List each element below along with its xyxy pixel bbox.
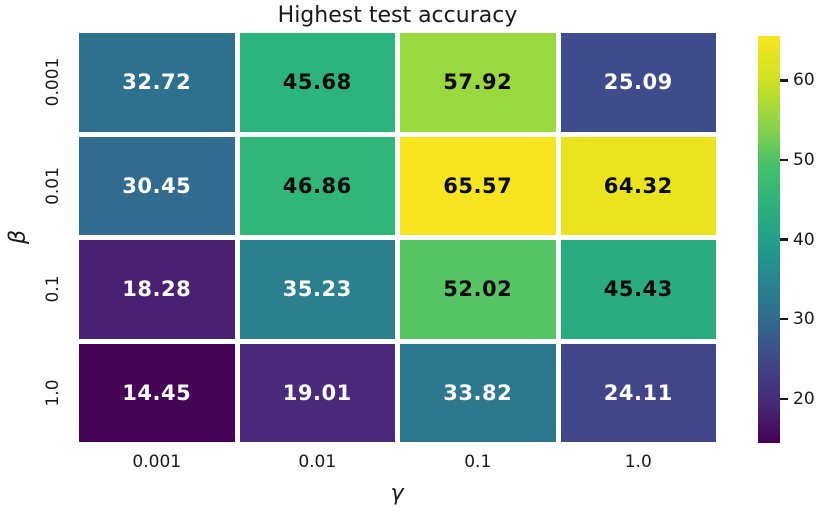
y-tick-label: 0.01 bbox=[43, 166, 63, 205]
colorbar-tick-mark bbox=[780, 238, 788, 241]
colorbar-tick-label: 40 bbox=[793, 229, 815, 250]
chart-title: Highest test accuracy bbox=[277, 3, 518, 28]
heatmap-cell: 24.11 bbox=[560, 343, 716, 442]
heatmap-cell: 45.68 bbox=[239, 33, 395, 132]
heatmap-cell: 30.45 bbox=[79, 136, 235, 235]
heatmap-cell: 14.45 bbox=[79, 343, 235, 442]
y-tick-label: 0.001 bbox=[43, 57, 63, 107]
heatmap: 32.72 45.68 57.92 25.09 30.45 46.86 65.57 64.32… bbox=[79, 33, 716, 442]
colorbar-tick-label: 30 bbox=[793, 309, 815, 330]
heatmap-cell: 18.28 bbox=[79, 240, 235, 339]
colorbar-tick-mark bbox=[780, 79, 788, 82]
colorbar-tick-label: 20 bbox=[793, 388, 815, 409]
heatmap-cell: 57.92 bbox=[400, 33, 556, 132]
heatmap-cell: 35.23 bbox=[239, 240, 395, 339]
x-tick-label: 0.1 bbox=[464, 452, 492, 472]
colorbar-tick-mark bbox=[780, 317, 788, 321]
heatmap-cell: 46.86 bbox=[239, 136, 395, 235]
heatmap-cell: 65.57 bbox=[400, 136, 556, 235]
heatmap-cell: 33.82 bbox=[400, 343, 556, 442]
heatmap-cell: 45.43 bbox=[560, 240, 716, 339]
heatmap-cell: 19.01 bbox=[239, 343, 395, 442]
heatmap-cell: 52.02 bbox=[400, 240, 556, 339]
colorbar-tick-mark bbox=[780, 158, 788, 162]
x-tick-label: 0.01 bbox=[298, 452, 337, 472]
colorbar bbox=[758, 36, 780, 443]
y-axis-label: β bbox=[5, 229, 31, 245]
x-tick-label: 1.0 bbox=[624, 452, 652, 472]
heatmap-cell: 32.72 bbox=[79, 33, 235, 132]
heatmap-cell: 64.32 bbox=[560, 136, 716, 235]
colorbar-tick-label: 50 bbox=[793, 149, 815, 170]
heatmap-cell: 25.09 bbox=[560, 33, 716, 132]
y-tick-label: 1.0 bbox=[43, 379, 63, 407]
colorbar-tick-mark bbox=[780, 397, 788, 401]
y-tick-label: 0.1 bbox=[43, 275, 63, 303]
x-axis-label: γ bbox=[390, 481, 404, 506]
colorbar-tick-label: 60 bbox=[793, 70, 815, 91]
x-tick-label: 0.001 bbox=[132, 452, 182, 472]
